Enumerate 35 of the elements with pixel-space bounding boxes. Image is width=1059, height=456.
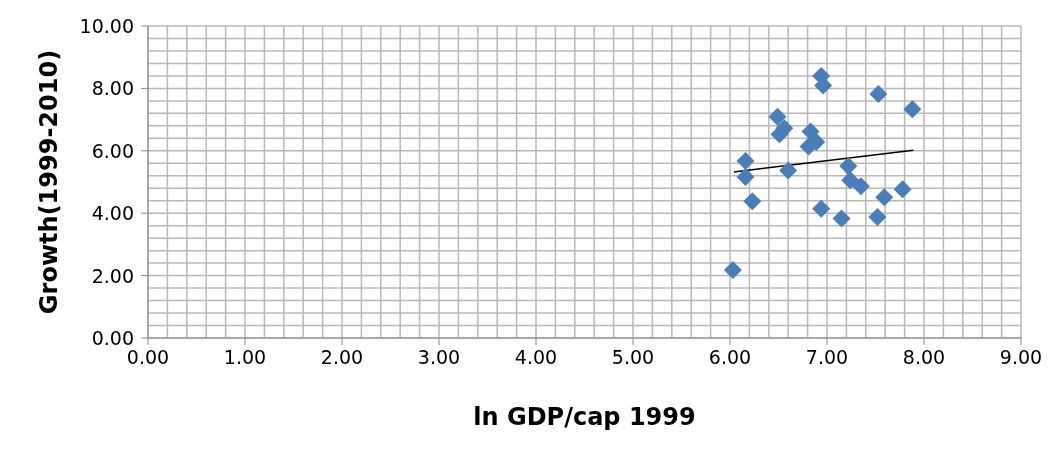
point [851, 177, 870, 196]
point [812, 199, 831, 218]
point [875, 188, 894, 207]
x-tick-label: 2.00 [320, 346, 364, 368]
x-tick-label: 7.00 [805, 346, 849, 368]
x-tick-label: 9.00 [999, 346, 1043, 368]
point [832, 209, 851, 228]
point [736, 168, 755, 187]
point [768, 107, 787, 126]
x-tick-label: 1.00 [223, 346, 267, 368]
point [723, 260, 742, 279]
y-tick-label: 4.00 [91, 202, 134, 225]
point [736, 152, 755, 171]
y-tick-label: 8.00 [91, 77, 134, 100]
y-axis-title: Growth(1999-2010) [34, 49, 63, 315]
x-tick-label: 6.00 [708, 346, 752, 368]
y-tick-label: 2.00 [91, 264, 134, 287]
point [841, 171, 860, 190]
y-tick-label: 6.00 [91, 139, 134, 162]
x-tick-label: 5.00 [611, 346, 655, 368]
point [903, 100, 922, 119]
x-tick-label: 8.00 [902, 346, 946, 368]
point [839, 157, 858, 176]
x-tick-label: 3.00 [417, 346, 461, 368]
point [779, 161, 798, 180]
y-tick-label: 10.00 [79, 15, 134, 37]
point [893, 180, 912, 199]
point [869, 85, 888, 104]
x-tick-label: 0.00 [126, 346, 170, 368]
point [743, 192, 762, 211]
point [868, 207, 887, 226]
point [801, 122, 820, 141]
y-tick-label: 0.00 [91, 327, 134, 349]
x-axis-title: ln GDP/cap 1999 [473, 403, 696, 432]
x-tick-label: 4.00 [514, 346, 558, 368]
